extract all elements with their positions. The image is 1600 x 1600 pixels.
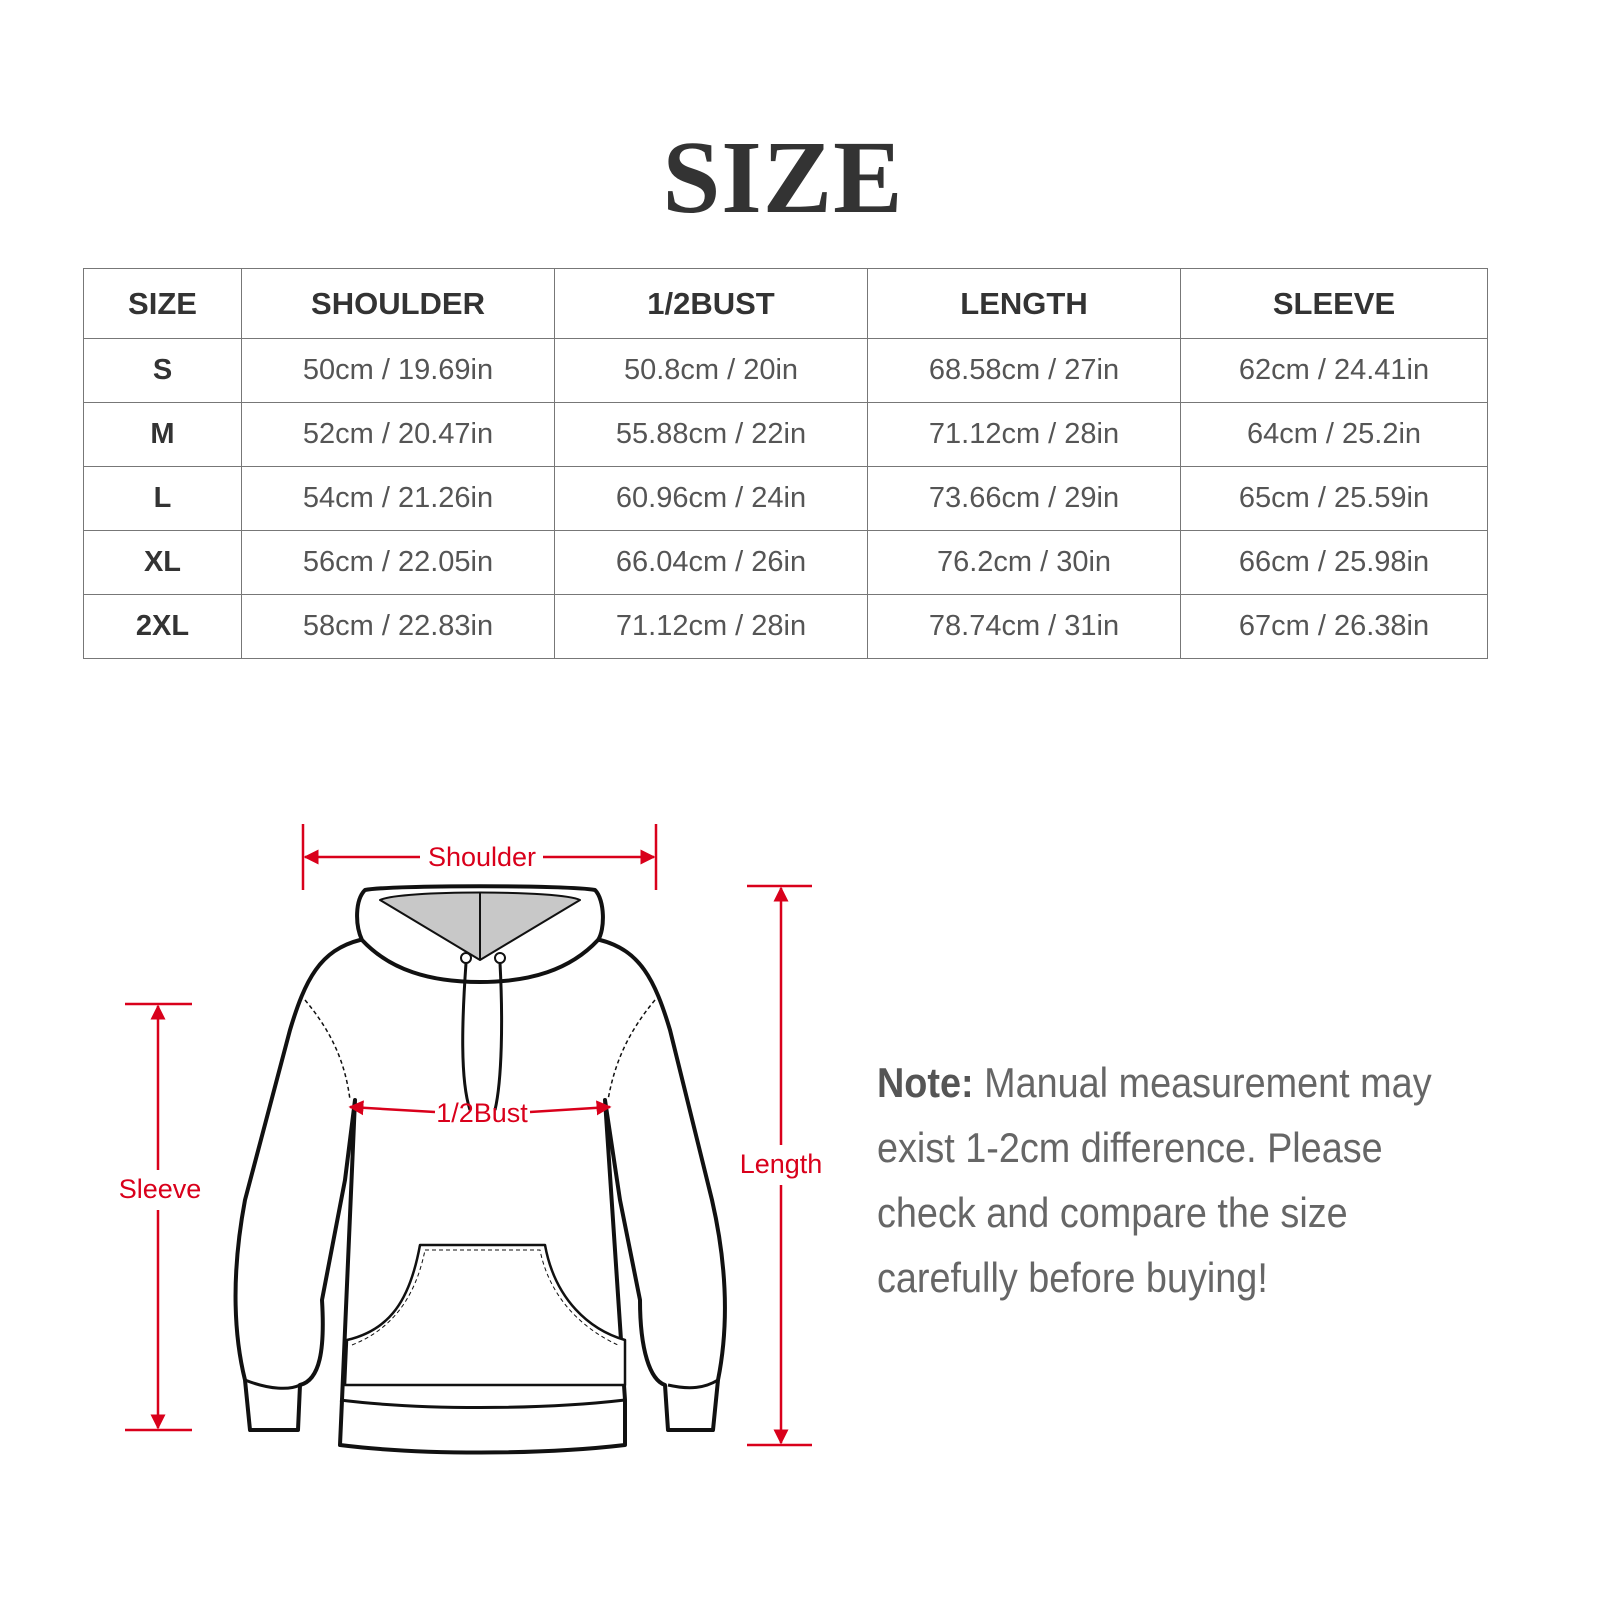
note-text: Manual measurement may exist 1-2cm diffe… bbox=[877, 1059, 1432, 1301]
measurement-cell: 73.66cm / 29in bbox=[867, 466, 1181, 531]
shoulder-label: Shoulder bbox=[428, 842, 536, 872]
measurement-cell: 52cm / 20.47in bbox=[241, 402, 555, 467]
measurement-cell: 78.74cm / 31in bbox=[867, 594, 1181, 659]
hoodie-illustration bbox=[233, 884, 727, 1455]
measurement-cell: 56cm / 22.05in bbox=[241, 530, 555, 595]
measurement-cell: 55.88cm / 22in bbox=[554, 402, 868, 467]
measurement-cell: 50cm / 19.69in bbox=[241, 338, 555, 403]
measurement-cell: 71.12cm / 28in bbox=[554, 594, 868, 659]
note-label: Note: bbox=[877, 1059, 974, 1106]
length-label: Length bbox=[740, 1149, 823, 1179]
page-title: SIZE bbox=[662, 120, 904, 235]
measurement-cell: 71.12cm / 28in bbox=[867, 402, 1181, 467]
table-row: M 52cm / 20.47in 55.88cm / 22in 71.12cm / 2… bbox=[83, 402, 1488, 467]
measurement-cell: 62cm / 24.41in bbox=[1180, 338, 1488, 403]
measurement-cell: 60.96cm / 24in bbox=[554, 466, 868, 531]
size-cell: S bbox=[83, 338, 242, 403]
table-row: XL 56cm / 22.05in 66.04cm / 26in 76.2cm / 3… bbox=[83, 530, 1488, 595]
measurement-cell: 54cm / 21.26in bbox=[241, 466, 555, 531]
size-cell: L bbox=[83, 466, 242, 531]
measurement-cell: 67cm / 26.38in bbox=[1180, 594, 1488, 659]
table-row: L 54cm / 21.26in 60.96cm / 24in 73.66cm / 2… bbox=[83, 466, 1488, 531]
size-cell: M bbox=[83, 402, 242, 467]
header-size: SIZE bbox=[83, 268, 242, 339]
bust-label: 1/2Bust bbox=[436, 1098, 528, 1128]
measurement-cell: 64cm / 25.2in bbox=[1180, 402, 1488, 467]
measurement-cell: 76.2cm / 30in bbox=[867, 530, 1181, 595]
measurement-cell: 66cm / 25.98in bbox=[1180, 530, 1488, 595]
size-cell: 2XL bbox=[83, 594, 242, 659]
table-row: 2XL 58cm / 22.83in 71.12cm / 28in 78.74cm /… bbox=[83, 594, 1488, 659]
table-row: S 50cm / 19.69in 50.8cm / 20in 68.58cm / 27… bbox=[83, 338, 1488, 403]
header-sleeve: SLEEVE bbox=[1180, 268, 1488, 339]
header-length: LENGTH bbox=[867, 268, 1181, 339]
size-table: SIZE SHOULDER 1/2BUST LENGTH SLEEVE S 50c… bbox=[83, 268, 1488, 659]
table-header-row: SIZE SHOULDER 1/2BUST LENGTH SLEEVE bbox=[83, 268, 1488, 339]
sleeve-label: Sleeve bbox=[119, 1174, 202, 1204]
measurement-cell: 58cm / 22.83in bbox=[241, 594, 555, 659]
measurement-cell: 50.8cm / 20in bbox=[554, 338, 868, 403]
header-bust: 1/2BUST bbox=[554, 268, 868, 339]
measurement-note: Note: Manual measurement may exist 1-2cm… bbox=[877, 1050, 1453, 1310]
measurement-cell: 65cm / 25.59in bbox=[1180, 466, 1488, 531]
measurement-lines bbox=[125, 824, 812, 1447]
measurement-cell: 66.04cm / 26in bbox=[554, 530, 868, 595]
